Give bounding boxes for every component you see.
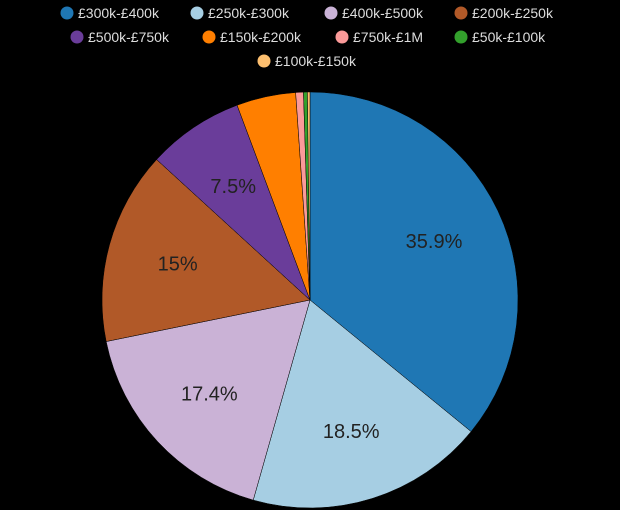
legend-item[interactable]: £250k-£300k <box>190 5 290 21</box>
legend-item[interactable]: £50k-£100k <box>454 29 547 45</box>
pie-slice[interactable] <box>307 91 311 301</box>
legend-item[interactable]: £300k-£400k <box>60 5 160 21</box>
legend: £300k-£400k £250k-£300k £400k-£500k £200k-£… <box>60 5 554 69</box>
slice-label: 15% <box>158 253 198 275</box>
legend-item[interactable]: £100k-£150k <box>257 53 357 69</box>
legend-swatch <box>454 30 468 44</box>
legend-label: £100k-£150k <box>275 53 357 69</box>
slice-label: 7.5% <box>210 176 256 198</box>
legend-item[interactable]: £750k-£1M <box>335 29 424 45</box>
slice-label: 18.5% <box>323 421 380 443</box>
legend-label: £500k-£750k <box>88 29 170 45</box>
pie-slice[interactable] <box>105 299 311 501</box>
legend-label: £250k-£300k <box>208 5 290 21</box>
legend-label: £300k-£400k <box>78 5 160 21</box>
legend-swatch <box>190 6 204 20</box>
slice-label: 35.9% <box>406 231 463 253</box>
legend-swatch <box>60 6 74 20</box>
pie-slice[interactable] <box>309 91 519 432</box>
legend-label: £400k-£500k <box>342 5 424 21</box>
legend-swatch <box>70 30 84 44</box>
legend-swatch <box>454 6 468 20</box>
pie-slice[interactable] <box>156 104 311 301</box>
legend-label: £750k-£1M <box>353 29 423 45</box>
legend-label: £150k-£200k <box>220 29 302 45</box>
pie-slice[interactable] <box>101 159 311 342</box>
legend-item[interactable]: £400k-£500k <box>324 5 424 21</box>
pie-slices <box>101 91 519 509</box>
legend-swatch <box>324 6 338 20</box>
legend-item[interactable]: £500k-£750k <box>70 29 170 45</box>
legend-label: £200k-£250k <box>472 5 554 21</box>
legend-swatch <box>335 30 349 44</box>
legend-swatch <box>202 30 216 44</box>
legend-label: £50k-£100k <box>472 29 546 45</box>
pie-labels: 35.9% 18.5% 17.4% 15% 7.5% <box>158 176 463 443</box>
legend-item[interactable]: £150k-£200k <box>202 29 302 45</box>
slice-label: 17.4% <box>181 383 238 405</box>
legend-swatch <box>257 54 271 68</box>
pie-slice[interactable] <box>252 299 472 509</box>
legend-item[interactable]: £200k-£250k <box>454 5 554 21</box>
